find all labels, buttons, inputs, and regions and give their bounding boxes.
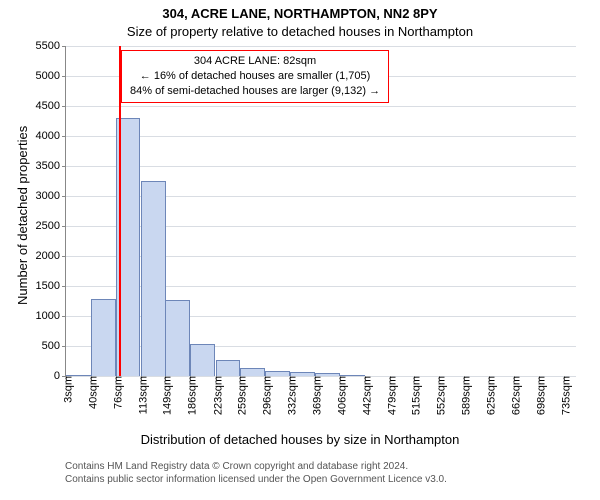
xtick-label: 76sqm <box>110 376 124 409</box>
xtick-label: 149sqm <box>160 376 174 415</box>
gridline-h <box>66 166 576 167</box>
ytick-label: 2500 <box>36 220 66 232</box>
chart-title: 304, ACRE LANE, NORTHAMPTON, NN2 8PY <box>0 6 600 21</box>
histogram-bar <box>240 368 265 376</box>
xtick-label: 662sqm <box>509 376 523 415</box>
histogram-bar <box>340 375 365 376</box>
xtick-label: 186sqm <box>185 376 199 415</box>
xtick-label: 369sqm <box>309 376 323 415</box>
histogram-bar <box>66 375 91 376</box>
y-axis-label: Number of detached properties <box>15 126 30 305</box>
chart-subtitle: Size of property relative to detached ho… <box>0 24 600 39</box>
footer-text: Contains HM Land Registry data © Crown c… <box>65 460 447 486</box>
x-axis-label: Distribution of detached houses by size … <box>0 432 600 447</box>
ytick-label: 1500 <box>36 280 66 292</box>
ytick-label: 3000 <box>36 190 66 202</box>
histogram-bar <box>165 300 190 376</box>
ytick-label: 4500 <box>36 100 66 112</box>
xtick-label: 515sqm <box>409 376 423 415</box>
xtick-label: 332sqm <box>284 376 298 415</box>
xtick-label: 259sqm <box>234 376 248 415</box>
histogram-bar <box>265 371 290 376</box>
info-box-line: 304 ACRE LANE: 82sqm <box>130 54 380 69</box>
xtick-label: 223sqm <box>210 376 224 415</box>
footer-line-2: Contains public sector information licen… <box>65 473 447 486</box>
footer-line-1: Contains HM Land Registry data © Crown c… <box>65 460 447 473</box>
xtick-label: 113sqm <box>135 376 149 414</box>
xtick-label: 625sqm <box>483 376 497 415</box>
histogram-bar <box>91 299 116 376</box>
ytick-label: 1000 <box>36 310 66 322</box>
chart-container: 304, ACRE LANE, NORTHAMPTON, NN2 8PY Siz… <box>0 0 600 500</box>
gridline-h <box>66 46 576 47</box>
xtick-label: 479sqm <box>384 376 398 415</box>
plot-area: 0500100015002000250030003500400045005000… <box>65 46 576 377</box>
xtick-label: 406sqm <box>334 376 348 415</box>
xtick-label: 552sqm <box>434 376 448 415</box>
xtick-label: 442sqm <box>359 376 373 415</box>
xtick-label: 296sqm <box>260 376 274 415</box>
ytick-label: 3500 <box>36 160 66 172</box>
info-box: 304 ACRE LANE: 82sqm← 16% of detached ho… <box>121 50 389 103</box>
histogram-bar <box>315 373 340 376</box>
gridline-h <box>66 106 576 107</box>
histogram-bar <box>216 360 241 376</box>
xtick-label: 589sqm <box>459 376 473 415</box>
xtick-label: 3sqm <box>60 376 74 403</box>
ytick-label: 2000 <box>36 250 66 262</box>
ytick-label: 4000 <box>36 130 66 142</box>
gridline-h <box>66 136 576 137</box>
xtick-label: 735sqm <box>558 376 572 415</box>
histogram-bar <box>290 372 315 376</box>
ytick-label: 500 <box>42 340 66 352</box>
xtick-label: 40sqm <box>86 376 100 409</box>
info-box-line: ← 16% of detached houses are smaller (1,… <box>130 69 380 84</box>
histogram-bar <box>141 181 166 376</box>
xtick-label: 698sqm <box>533 376 547 415</box>
info-box-line: 84% of semi-detached houses are larger (… <box>130 84 380 99</box>
ytick-label: 5500 <box>36 40 66 52</box>
histogram-bar <box>190 344 215 376</box>
ytick-label: 5000 <box>36 70 66 82</box>
